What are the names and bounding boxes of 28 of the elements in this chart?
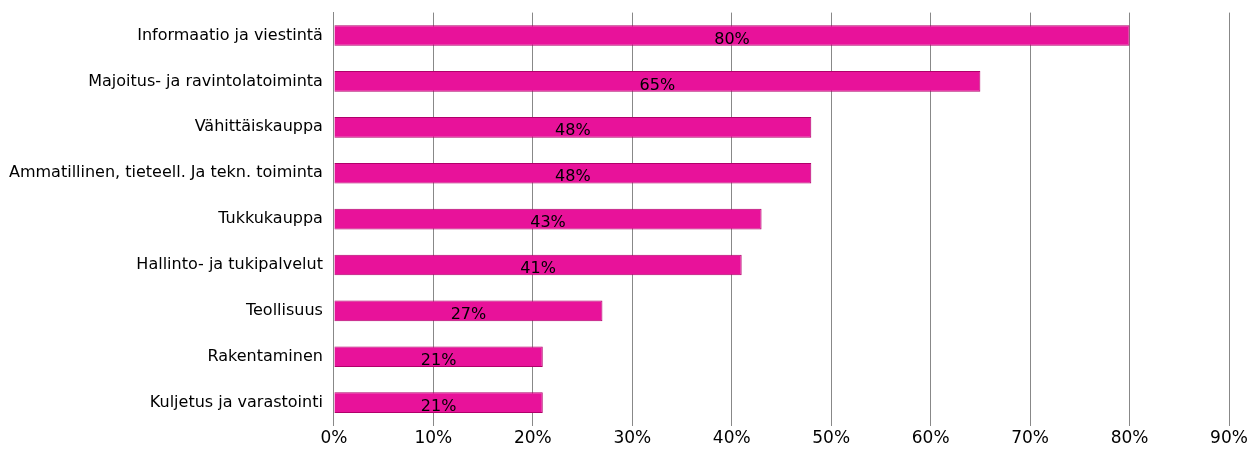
x-tick-label: 10% xyxy=(414,427,453,448)
data-label: 48% xyxy=(555,166,591,186)
y-tick-label: Hallinto- ja tukipalvelut xyxy=(136,254,323,274)
y-tick-label: Rakentaminen xyxy=(207,345,323,365)
x-tick-label: 0% xyxy=(320,427,348,448)
data-label: 21% xyxy=(420,349,457,369)
y-tick-label: Informaatio ja viestintä xyxy=(137,24,323,44)
x-tick-label: 70% xyxy=(1011,427,1049,448)
y-tick-label: Teollisuus xyxy=(244,300,323,320)
y-tick-label: Ammatillinen, tieteell. Ja tekn. toiminta xyxy=(9,162,323,182)
data-label: 48% xyxy=(555,120,591,140)
y-tick-label: Majoitus- ja ravintolatoiminta xyxy=(88,70,323,90)
data-label: 43% xyxy=(530,212,566,232)
data-label: 65% xyxy=(639,74,676,94)
x-tick-label: 40% xyxy=(712,427,751,448)
y-tick-label: Kuljetus ja varastointi xyxy=(149,391,323,411)
data-label: 27% xyxy=(450,304,487,324)
x-tick-label: 80% xyxy=(1110,427,1149,448)
y-tick-label: Vähittäiskauppa xyxy=(194,116,323,136)
x-tick-label: 20% xyxy=(513,427,552,448)
x-tick-label: 90% xyxy=(1210,427,1248,448)
y-tick-label: Tukkukauppa xyxy=(217,208,323,228)
data-label: 41% xyxy=(520,258,556,278)
data-label: 80% xyxy=(714,28,750,48)
x-tick-label: 30% xyxy=(613,427,652,448)
x-tick-label: 60% xyxy=(911,427,950,448)
data-label: 21% xyxy=(420,395,457,415)
x-tick-label: 50% xyxy=(812,427,851,448)
